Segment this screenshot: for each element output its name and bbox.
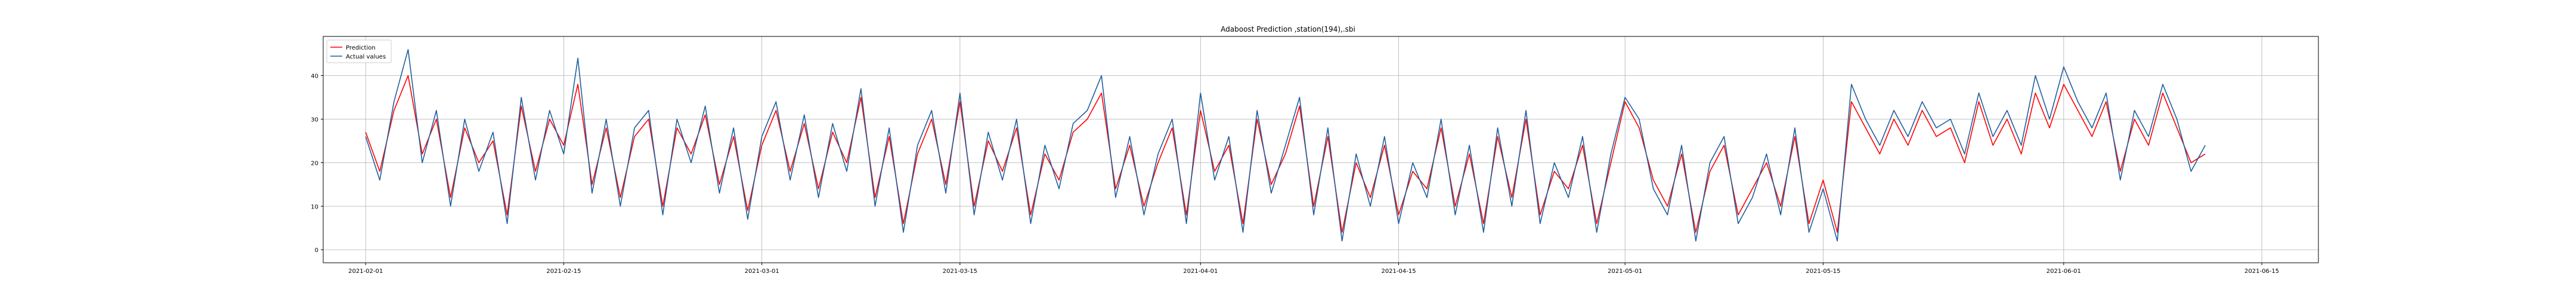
- legend-box: [326, 39, 392, 63]
- y-tick-label: 0: [315, 247, 318, 254]
- axes-frame: [323, 36, 2319, 263]
- plot-area: 2021-02-01 2021-02-15 2021-03-01 2021-03-15…: [311, 36, 2319, 275]
- x-tick-label: 2021-02-15: [546, 268, 581, 275]
- x-tick-label: 2021-03-15: [943, 268, 977, 275]
- x-tick-label: 2021-06-01: [2046, 268, 2081, 275]
- x-tick-label: 2021-04-01: [1183, 268, 1218, 275]
- legend-entry: Actual values: [346, 54, 386, 60]
- series-line-actual-values: [365, 49, 2206, 242]
- x-tick-label: 2021-05-15: [1806, 268, 1840, 275]
- x-tick-label: 2021-03-01: [745, 268, 779, 275]
- y-tick-label: 20: [311, 160, 318, 167]
- x-tick-label: 2021-06-15: [2244, 268, 2279, 275]
- y-tick-label: 30: [311, 116, 318, 123]
- y-tick-label: 10: [311, 204, 318, 210]
- chart-title: Adaboost Prediction ,station(194),.sbi: [1221, 25, 1355, 33]
- x-tick-label: 2021-05-01: [1608, 268, 1642, 275]
- x-tick-label: 2021-02-01: [348, 268, 383, 275]
- y-tick-label: 40: [311, 73, 318, 80]
- legend-entry: Prediction: [346, 45, 376, 51]
- x-tick-label: 2021-04-15: [1381, 268, 1416, 275]
